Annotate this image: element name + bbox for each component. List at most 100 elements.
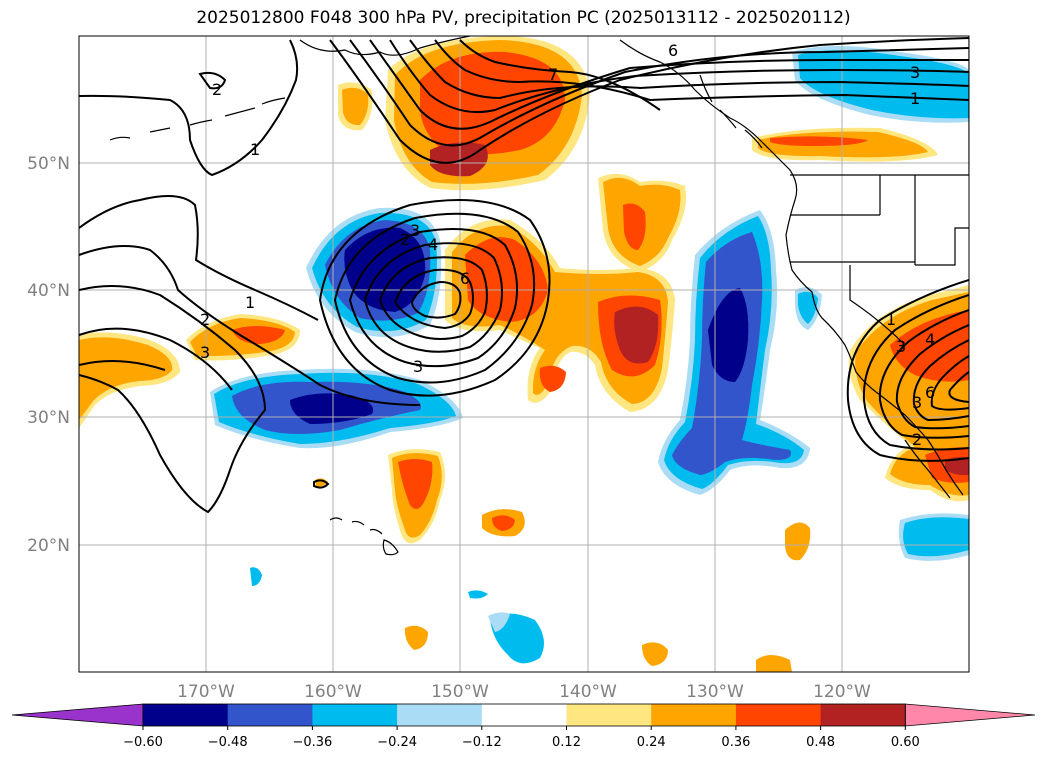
shade-gulf-alaska-darkred (430, 142, 488, 177)
colorbar-segment (566, 704, 652, 726)
contour-west-5 (79, 327, 233, 391)
lat-label-30n: 30°N (27, 408, 70, 428)
lat-label-20n: 20°N (27, 536, 70, 556)
colorbar-segment (481, 704, 567, 726)
colorbar-segment (820, 704, 906, 726)
contour-se-4 (895, 324, 969, 430)
contour-label: 6 (925, 383, 935, 402)
shade-central-blue-dark (344, 227, 426, 312)
shade-farwest-orange (79, 337, 173, 420)
colorbar-tick-label: −0.36 (292, 735, 332, 750)
contour-label: 2 (912, 430, 922, 449)
colorbar-tick-label: −0.12 (462, 735, 502, 750)
coast-hawaii (329, 517, 399, 556)
shade-north-arm-red (623, 203, 646, 250)
colorbar-segment (397, 704, 483, 726)
border-states-4 (849, 265, 906, 346)
contour-label: 3 (410, 221, 420, 240)
contour-label: 6 (460, 269, 470, 288)
colorbar-segment (227, 704, 313, 726)
contour-label: 4 (925, 330, 935, 349)
shade-blob-4 (642, 642, 668, 666)
contour-label: 1 (245, 293, 255, 312)
contour-ring-5 (378, 256, 488, 340)
contour-west-1 (79, 39, 299, 177)
colorbar-segment (651, 704, 737, 726)
contour-ring-7 (410, 280, 462, 319)
contour-label: 4 (428, 235, 438, 254)
lon-label-160w: 160°W (304, 682, 362, 702)
shade-cal-darkred (945, 456, 969, 476)
coast-alaska-panhandle (619, 39, 964, 496)
colorbar-tick-label: −0.48 (208, 735, 248, 750)
contour-small-hi (313, 479, 330, 489)
map-frame (78, 35, 970, 673)
colorbar-segment (735, 704, 822, 726)
shade-blob-6 (785, 522, 811, 561)
contour-label: 2 (400, 230, 410, 249)
colorbar-tick-label: −0.24 (377, 735, 417, 750)
contour-label: 7 (548, 65, 558, 84)
shade-bc-band-red (770, 136, 868, 146)
contour-north-5 (409, 39, 969, 100)
contour-label: 2 (212, 80, 222, 99)
pv-contours (79, 37, 969, 514)
colorbar: −0.60 −0.48 −0.36 −0.24 −0.12 0.12 0.24 0.36 0.4… (11, 703, 1036, 750)
colorbar-segment (143, 704, 229, 726)
shade-small-orange-1b (342, 87, 369, 126)
contour-ring-3 (348, 227, 518, 368)
contour-ring-1 (318, 199, 551, 397)
contour-label-group: 1 2 3 6 7 3 1 2 1 3 2 6 4 3 1 3 4 6 2 3 (200, 41, 935, 449)
coastlines (109, 36, 969, 556)
contour-north-1 (329, 37, 969, 164)
contour-label: 3 (896, 337, 906, 356)
contour-label: 3 (910, 63, 920, 82)
lon-labels: 170°W 160°W 150°W 140°W 130°W 120°W (177, 682, 871, 702)
shade-east-blue-dark (708, 288, 749, 382)
lon-label-130w: 130°W (686, 682, 744, 702)
contour-label: 3 (912, 393, 922, 412)
coast-aleutians (109, 97, 286, 141)
border-states-2 (915, 227, 969, 266)
contour-north-4 (389, 39, 969, 114)
shade-hawaii-red (398, 459, 433, 509)
shade-small-orange-2-red (232, 326, 285, 344)
contour-ring-2 (333, 212, 536, 384)
contour-label: 3 (200, 343, 210, 362)
contour-ring-4 (363, 242, 503, 353)
contour-se-1 (846, 279, 969, 462)
lat-label-40n: 40°N (27, 281, 70, 301)
contour-label: 1 (886, 310, 896, 329)
colorbar-tick-label: 0.12 (552, 735, 581, 750)
contour-north-7 (459, 39, 661, 111)
colorbar-frame (142, 703, 906, 727)
contour-se-6 (930, 355, 969, 411)
coast-islands-bc (699, 74, 763, 149)
contour-west-2 (79, 195, 319, 321)
shade-central-darkred (614, 306, 659, 364)
contour-west-6 (79, 360, 166, 371)
colorbar-segment (312, 704, 398, 726)
colorbar-tick-label: 0.36 (721, 735, 750, 750)
lat-labels: 50°N 40°N 30°N 20°N (27, 154, 70, 556)
lon-label-150w: 150°W (431, 682, 489, 702)
colorbar-extend-max (904, 703, 1036, 727)
shade-west-blue-dark (290, 393, 374, 424)
contour-west-3 (79, 245, 421, 406)
shade-blob-8 (250, 567, 262, 586)
contour-ring-6 (393, 268, 474, 330)
shade-blob-7 (468, 590, 488, 599)
graticule (79, 36, 969, 672)
map-layers: 1 2 3 6 7 3 1 2 1 3 2 6 4 3 1 3 4 6 2 3 (79, 36, 969, 672)
contour-west-4 (79, 285, 267, 514)
colorbar-tick-label: 0.24 (637, 735, 666, 750)
shading-layer (79, 36, 969, 672)
contour-label: 3 (413, 357, 423, 376)
contour-se-3 (878, 309, 969, 439)
coast-alaska (299, 36, 471, 56)
contour-se-5 (912, 339, 969, 422)
colorbar-tick-label: 0.60 (891, 735, 920, 750)
colorbar-tick-label: 0.48 (806, 735, 835, 750)
lon-label-170w: 170°W (177, 682, 235, 702)
